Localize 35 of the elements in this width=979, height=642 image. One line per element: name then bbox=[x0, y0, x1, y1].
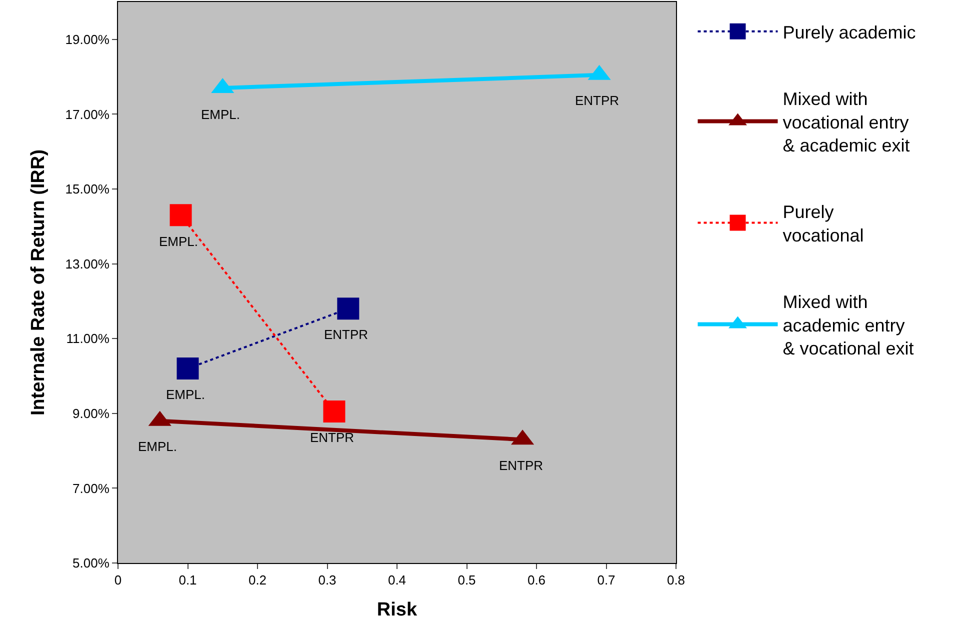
x-tick-label: 0.3 bbox=[318, 572, 336, 588]
legend-label: Mixed with academic entry & vocational exit bbox=[782, 292, 914, 359]
y-tick-label: 17.00% bbox=[65, 106, 110, 122]
y-tick-label: 15.00% bbox=[65, 182, 110, 197]
x-axis-title: Risk bbox=[376, 599, 418, 620]
x-tick-label: 0 bbox=[114, 572, 122, 588]
point bbox=[170, 204, 192, 226]
annotation: ENTPR bbox=[324, 327, 368, 342]
annotation: EMPL. bbox=[166, 387, 206, 402]
annotation: EMPL. bbox=[159, 234, 198, 249]
point bbox=[323, 400, 346, 423]
annotation: EMPL. bbox=[138, 439, 178, 454]
annotation: EMPL. bbox=[201, 107, 240, 122]
annotation: ENTPR bbox=[499, 458, 544, 473]
x-tick-label: 0.5 bbox=[458, 572, 476, 588]
x-tick-label: 0.6 bbox=[527, 572, 546, 588]
annotation: ENTPR bbox=[575, 93, 620, 108]
x-tick-label: 0.1 bbox=[178, 572, 197, 588]
y-tick-label: 19.00% bbox=[65, 32, 110, 47]
annotation: ENTPR bbox=[310, 430, 354, 445]
y-tick-label: 11.00% bbox=[66, 331, 110, 346]
y-tick-label: 9.00% bbox=[72, 406, 110, 421]
legend-label: Mixed with vocational entry & academic exit bbox=[782, 88, 910, 156]
y-tick-label: 7.00% bbox=[72, 480, 110, 496]
y-axis-title: Internale Rate of Return (IRR) bbox=[28, 149, 50, 416]
y-tick-label: 5.00% bbox=[72, 556, 110, 571]
legend-label: Purely academic bbox=[782, 22, 916, 42]
legend-label: Purely vocational bbox=[782, 202, 864, 246]
x-tick-label: 0.2 bbox=[248, 572, 267, 588]
point bbox=[176, 358, 199, 380]
point bbox=[337, 298, 360, 320]
x-tick-label: 0.8 bbox=[666, 572, 686, 588]
y-tick-label: 13.00% bbox=[65, 256, 110, 272]
x-tick-label: 0.7 bbox=[597, 572, 616, 588]
x-tick-label: 0.4 bbox=[388, 572, 406, 588]
